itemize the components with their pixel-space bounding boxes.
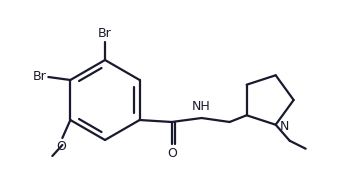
Text: Br: Br	[32, 70, 47, 83]
Text: O: O	[56, 140, 66, 153]
Text: O: O	[168, 147, 177, 160]
Text: NH: NH	[191, 100, 210, 113]
Text: Br: Br	[98, 27, 112, 40]
Text: N: N	[280, 120, 289, 133]
